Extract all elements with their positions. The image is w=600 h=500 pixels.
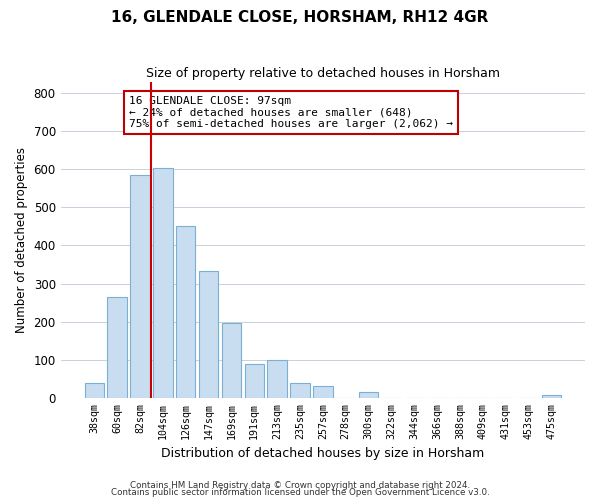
Text: 16 GLENDALE CLOSE: 97sqm
← 24% of detached houses are smaller (648)
75% of semi-: 16 GLENDALE CLOSE: 97sqm ← 24% of detach… [129,96,453,129]
Text: Contains public sector information licensed under the Open Government Licence v3: Contains public sector information licen… [110,488,490,497]
Bar [359,392,378,398]
Bar [313,386,332,398]
Bar [176,226,196,398]
Bar [199,272,218,398]
Bar [268,360,287,398]
Bar [245,364,264,398]
Bar [130,175,149,398]
Bar [221,323,241,398]
Text: 16, GLENDALE CLOSE, HORSHAM, RH12 4GR: 16, GLENDALE CLOSE, HORSHAM, RH12 4GR [112,10,488,25]
Text: Contains HM Land Registry data © Crown copyright and database right 2024.: Contains HM Land Registry data © Crown c… [130,480,470,490]
Title: Size of property relative to detached houses in Horsham: Size of property relative to detached ho… [146,68,500,80]
Bar [85,384,104,398]
Bar [290,384,310,398]
Bar [107,297,127,398]
Y-axis label: Number of detached properties: Number of detached properties [15,146,28,332]
Bar [153,168,173,398]
X-axis label: Distribution of detached houses by size in Horsham: Distribution of detached houses by size … [161,447,484,460]
Bar [542,395,561,398]
